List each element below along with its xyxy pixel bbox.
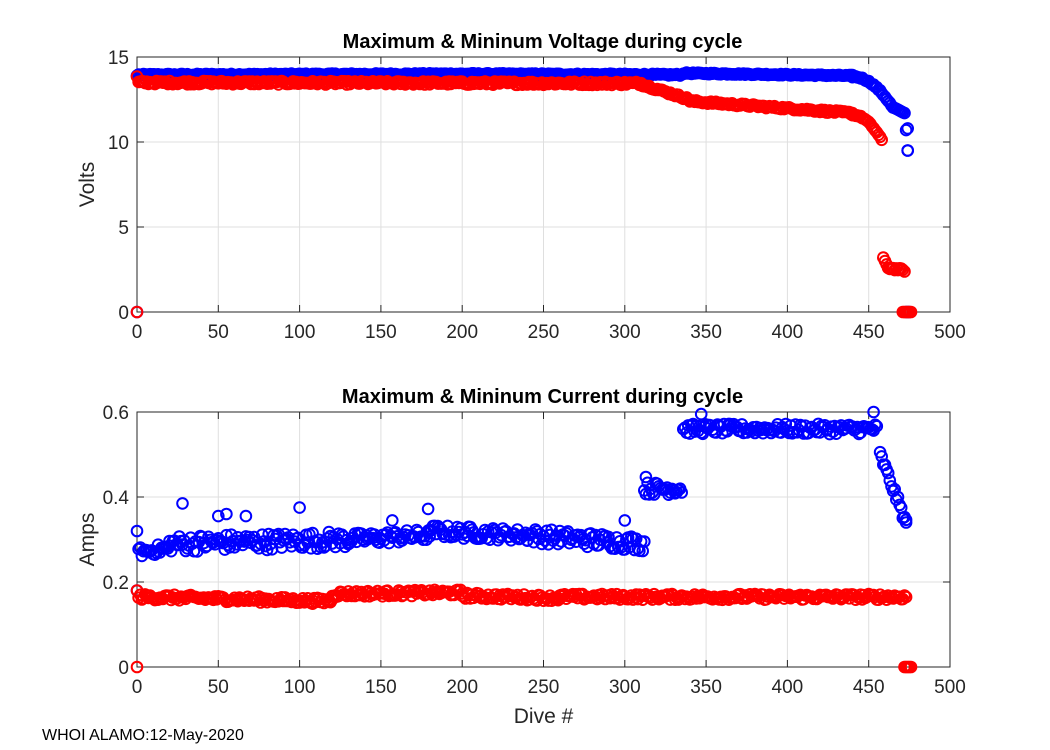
current-maximum-point bbox=[868, 418, 882, 432]
current-maximum-point bbox=[670, 485, 684, 499]
current-maximum-point bbox=[225, 528, 238, 542]
voltage-x-tick-label: 350 bbox=[690, 322, 722, 343]
current-maximum-point bbox=[242, 530, 256, 544]
voltage-maximum-point bbox=[898, 106, 911, 120]
current-x-tick-label: 50 bbox=[208, 677, 229, 698]
current-maximum-point bbox=[675, 486, 689, 499]
current-maximum-point bbox=[694, 407, 708, 421]
voltage-minimum-point bbox=[904, 305, 918, 319]
current-maximum-point bbox=[130, 524, 144, 538]
voltage-y-tick-label: 5 bbox=[118, 218, 129, 239]
current-y-tick-label: 0 bbox=[118, 658, 129, 679]
voltage-x-tick-label: 500 bbox=[934, 322, 966, 343]
voltage-x-tick-label: 200 bbox=[446, 322, 478, 343]
voltage-series-minimum bbox=[130, 70, 918, 319]
current-x-tick-label: 150 bbox=[365, 677, 397, 698]
voltage-x-tick-label: 250 bbox=[528, 322, 560, 343]
current-x-tick-label: 250 bbox=[528, 677, 560, 698]
voltage-maximum-point bbox=[899, 123, 913, 137]
current-minimum-point bbox=[904, 660, 918, 674]
voltage-minimum-point bbox=[898, 265, 911, 278]
current-maximum-point bbox=[239, 509, 253, 523]
voltage-chart-title: Maximum & Mininum Voltage during cycle bbox=[343, 31, 743, 53]
current-x-tick-label: 200 bbox=[446, 677, 478, 698]
current-x-axis-label: Dive # bbox=[514, 705, 574, 728]
current-maximum-point bbox=[223, 541, 236, 554]
current-x-tick-label: 0 bbox=[132, 677, 143, 698]
voltage-x-tick-label: 450 bbox=[853, 322, 885, 343]
current-y-tick-label: 0.2 bbox=[103, 573, 129, 594]
current-maximum-point bbox=[618, 514, 632, 527]
voltage-y-axis-label: Volts bbox=[76, 162, 99, 208]
voltage-axes: 0 50 100 150 200 250 300 350 400 450 500 0 5 10 15 Maxi… bbox=[76, 31, 966, 343]
current-minimum-point bbox=[130, 660, 144, 674]
current-x-tick-label: 400 bbox=[772, 677, 804, 698]
current-maximum-point bbox=[220, 507, 233, 521]
current-maximum-point bbox=[386, 514, 399, 527]
current-x-tick-label: 100 bbox=[284, 677, 316, 698]
current-maximum-point bbox=[293, 501, 306, 514]
voltage-y-tick-label: 15 bbox=[108, 48, 129, 69]
current-minimum-point bbox=[898, 589, 911, 602]
current-y-tick-label: 0.4 bbox=[103, 488, 130, 509]
current-maximum-point bbox=[602, 530, 615, 544]
current-series-maximum bbox=[130, 405, 913, 597]
current-series-minimum bbox=[130, 583, 918, 674]
current-axes: 0 50 100 150 200 250 300 350 400 450 500 0 0.2 0.4 0.6… bbox=[76, 386, 966, 728]
current-maximum-point bbox=[421, 502, 435, 516]
current-maximum-point bbox=[867, 405, 880, 419]
current-maximum-point bbox=[899, 516, 913, 529]
voltage-x-tick-label: 100 bbox=[284, 322, 316, 343]
voltage-y-tick-label: 0 bbox=[118, 303, 129, 324]
current-maximum-point bbox=[212, 509, 225, 523]
current-y-axis-label: Amps bbox=[76, 513, 99, 567]
voltage-y-tick-label: 10 bbox=[108, 133, 129, 154]
current-maximum-point bbox=[672, 483, 685, 497]
current-maximum-point bbox=[535, 537, 549, 551]
voltage-x-tick-label: 0 bbox=[132, 322, 143, 343]
voltage-minimum-point bbox=[130, 305, 144, 319]
voltage-minimum-point bbox=[896, 263, 910, 277]
current-maximum-point bbox=[870, 419, 884, 433]
current-minimum-point bbox=[899, 590, 913, 604]
voltage-x-tick-label: 50 bbox=[208, 322, 229, 343]
voltage-maximum-point bbox=[901, 122, 915, 135]
current-maximum-point bbox=[638, 535, 651, 548]
voltage-x-tick-label: 300 bbox=[609, 322, 641, 343]
current-x-tick-label: 500 bbox=[934, 677, 966, 698]
voltage-minimum-point bbox=[875, 133, 889, 147]
current-maximum-point bbox=[176, 497, 189, 510]
current-chart-title: Maximum & Mininum Current during cycle bbox=[342, 386, 743, 408]
footer-stamp: WHOI ALAMO:12-May-2020 bbox=[42, 727, 244, 744]
voltage-x-tick-label: 150 bbox=[365, 322, 397, 343]
voltage-maximum-point bbox=[901, 144, 915, 157]
current-x-tick-label: 350 bbox=[690, 677, 722, 698]
current-maximum-point bbox=[639, 470, 653, 484]
voltage-x-tick-label: 400 bbox=[772, 322, 804, 343]
current-x-tick-label: 300 bbox=[609, 677, 641, 698]
current-maximum-point bbox=[433, 521, 446, 534]
current-y-tick-label: 0.6 bbox=[103, 403, 129, 424]
current-x-tick-label: 450 bbox=[853, 677, 885, 698]
current-maximum-point bbox=[881, 466, 895, 480]
